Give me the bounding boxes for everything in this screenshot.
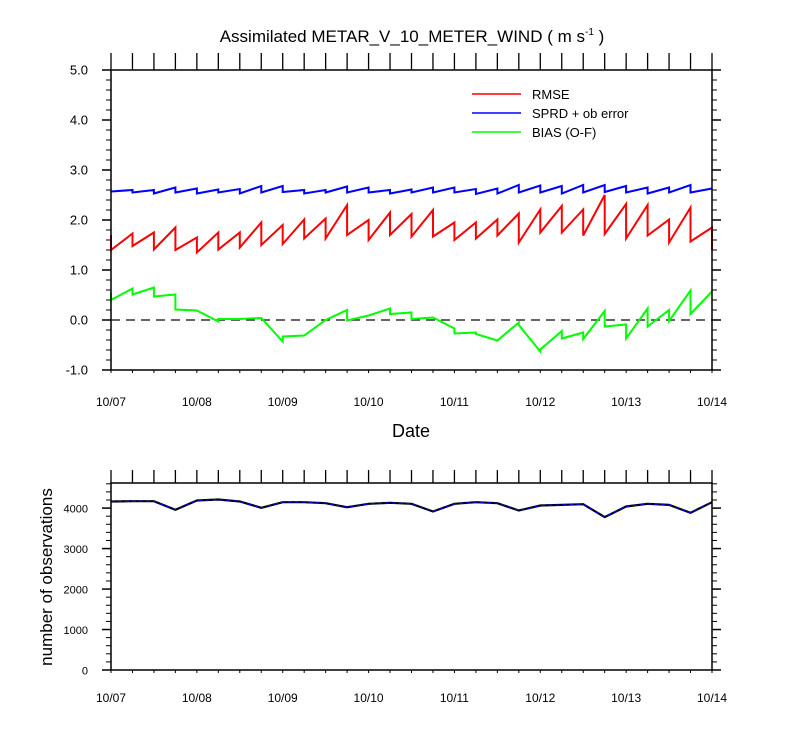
- series-line-sprd-ob-error: [110, 183, 713, 196]
- title-close: ): [594, 27, 604, 46]
- series-line-bias-o-f-: [110, 286, 713, 355]
- x-tick-label: 10/10: [354, 691, 384, 705]
- legend-label: BIAS (O-F): [532, 125, 596, 140]
- y-tick-label: 0.0: [70, 313, 88, 328]
- plot-frame: [110, 482, 713, 671]
- chart-title: Assimilated METAR_V_10_METER_WIND ( m s-…: [220, 27, 605, 46]
- y-tick-label: 1000: [64, 625, 88, 637]
- x-tick-label: 10/07: [96, 691, 126, 705]
- x-tick-label: 10/14: [697, 395, 727, 409]
- x-tick-label: 10/11: [440, 395, 469, 409]
- legend-label: RMSE: [532, 87, 570, 102]
- y-tick-label: 4000: [64, 504, 88, 516]
- x-tick-label: 10/12: [525, 395, 555, 409]
- y-tick-label: 3.0: [70, 163, 88, 178]
- x-tick-label: 10/13: [611, 691, 641, 705]
- x-tick-label: 10/07: [96, 395, 126, 409]
- y-tick-label: 3000: [64, 544, 88, 556]
- x-tick-label: 10/09: [268, 395, 298, 409]
- plot-frame: [110, 69, 713, 371]
- y-tick-label: 5.0: [70, 63, 88, 78]
- y-tick-label: 0: [82, 666, 88, 678]
- y-tick-label: 2.0: [70, 213, 88, 228]
- x-tick-label: 10/08: [182, 395, 212, 409]
- x-tick-label: 10/08: [182, 691, 212, 705]
- x-tick-label: 10/14: [697, 691, 727, 705]
- y-tick-label: -1.0: [66, 363, 88, 378]
- y-tick-label: 4.0: [70, 113, 88, 128]
- x-tick-label: 10/09: [268, 691, 298, 705]
- y-axis-label-observations: number of observations: [37, 488, 56, 666]
- x-tick-label: 10/13: [611, 395, 641, 409]
- x-tick-label: 10/10: [354, 395, 384, 409]
- top-plot: 10/07 10/08 10/09 10/10 10/11 10/12 10/13 10/14…: [66, 53, 727, 409]
- obs-count-line-0: [110, 498, 713, 519]
- obs-count-line-1: [110, 498, 713, 518]
- legend-label: SPRD + ob error: [532, 106, 629, 121]
- bottom-plot: 10/07 10/08 10/09 10/10 10/11 10/12 10/13 10/14…: [64, 470, 727, 705]
- x-tick-label: 10/11: [440, 691, 469, 705]
- series-line-rmse: [110, 194, 713, 255]
- title-superscript: -1: [585, 27, 594, 38]
- y-tick-label: 2000: [64, 585, 88, 597]
- x-tick-label: 10/12: [525, 691, 555, 705]
- y-tick-label: 1.0: [70, 263, 88, 278]
- x-axis-label: Date: [392, 421, 430, 441]
